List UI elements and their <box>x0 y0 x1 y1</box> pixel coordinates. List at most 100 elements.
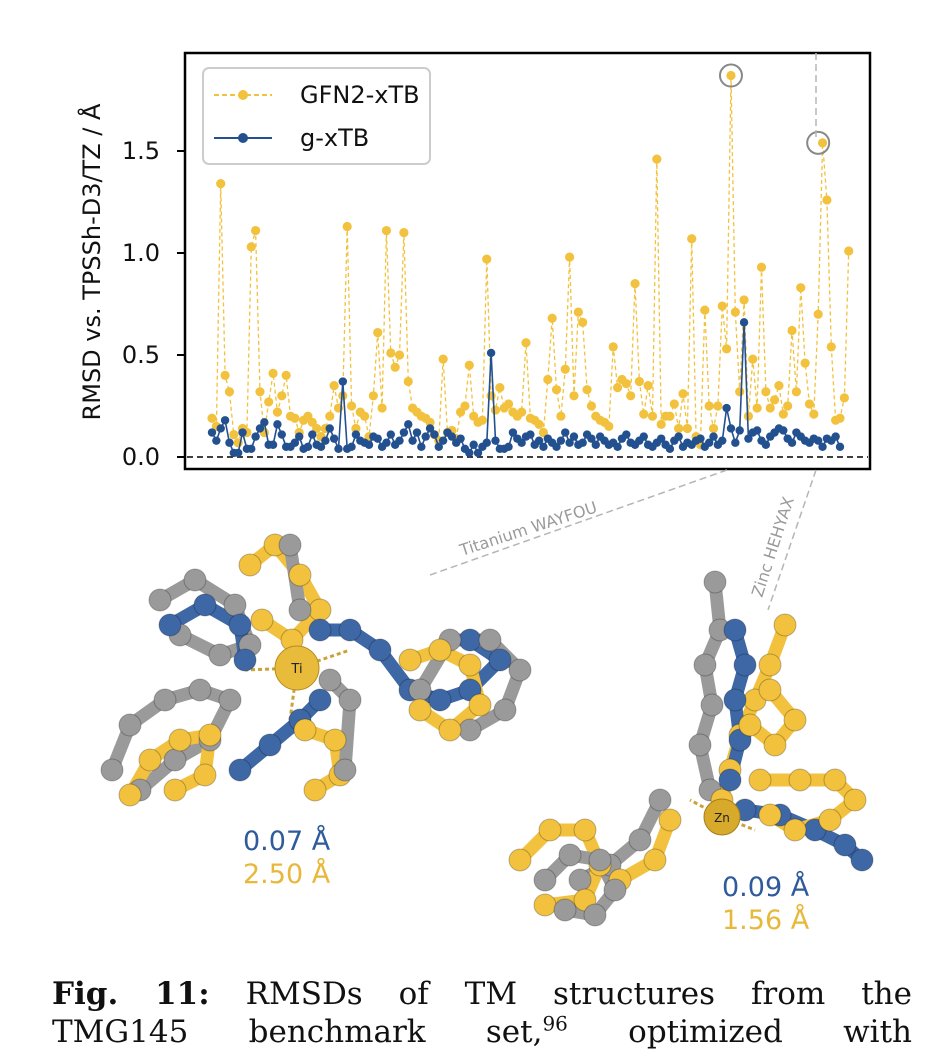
gfn2-xtb-point <box>565 252 575 262</box>
gfn2-xtb-point <box>844 246 854 256</box>
g-xtb-point <box>486 348 496 358</box>
atom <box>183 568 207 592</box>
gfn2-xtb-point <box>534 419 544 429</box>
gfn2-xtb-point <box>804 399 815 409</box>
gfn2-xtb-point <box>582 385 592 395</box>
gfn2-xtb-point <box>774 381 784 391</box>
g-xtb-point <box>233 448 243 458</box>
gfn2-xtb-point <box>517 407 527 417</box>
gfn2-xtb-point <box>460 401 470 411</box>
gfn2-xtb-point <box>495 383 505 393</box>
g-xtb-point <box>787 438 797 447</box>
g-xtb-point <box>469 440 478 449</box>
g-xtb-point <box>334 444 343 454</box>
atom <box>308 688 332 712</box>
gfn2-xtb-point <box>612 383 623 393</box>
g-xtb-point <box>709 432 718 441</box>
caption-word-set: set,96 <box>486 1014 568 1050</box>
ti-atom-label: Ti <box>290 662 302 677</box>
gfn2-xtb-point <box>674 423 684 434</box>
atom <box>153 688 177 712</box>
g-xtb-point <box>386 430 396 439</box>
zn-connector-lower <box>767 469 817 611</box>
zn-center-atom <box>703 798 741 836</box>
g-xtb-point <box>364 440 374 449</box>
gfn2-xtb-point <box>360 411 370 421</box>
g-xtb-point <box>290 438 300 447</box>
g-xtb-point <box>835 442 845 451</box>
atom <box>458 653 482 677</box>
gfn2-xtb-point <box>656 419 666 429</box>
atom <box>583 903 607 927</box>
atom <box>763 733 787 757</box>
bond <box>743 683 802 752</box>
series-layer <box>207 70 854 458</box>
bond <box>298 723 347 797</box>
g-xtb-point <box>207 428 217 437</box>
g-xtb-point <box>251 432 260 441</box>
atom <box>718 768 742 792</box>
g-xtb-point <box>722 403 731 413</box>
gfn2-xtb-point <box>342 221 352 232</box>
atom <box>688 733 712 757</box>
atom <box>148 588 172 612</box>
gfn2-xtb-point <box>373 327 383 338</box>
gfn2-xtb-point <box>643 381 653 391</box>
caption-line1-text: RMSDs of TM structures from the <box>245 976 912 1012</box>
gfn2-xtb-point <box>730 307 740 317</box>
atom <box>428 638 452 662</box>
plot-frame <box>183 51 872 471</box>
gfn2-xtb-point <box>826 342 836 352</box>
g-xtb-point <box>752 426 762 435</box>
gfn2-xtb-point <box>700 305 710 315</box>
atom <box>693 653 717 677</box>
atom <box>208 643 232 667</box>
gfn2-xtb-point <box>743 411 754 421</box>
ti-rmsd-gfn2: 2.50 Å <box>243 858 331 890</box>
atom <box>233 648 257 672</box>
g-xtb-point <box>321 436 330 445</box>
gfn2-xtb-point <box>325 411 335 421</box>
g-xtb-point <box>665 444 675 454</box>
g-xtb-point <box>818 442 827 451</box>
gfn2-xtb-point <box>482 254 492 264</box>
gfn2-xtb-point <box>560 364 570 374</box>
gfn2-xtb-point <box>739 295 749 305</box>
gfn2-xtb-point <box>669 399 679 409</box>
g-xtb-point <box>473 448 483 458</box>
atom <box>658 808 682 832</box>
atom <box>333 758 357 782</box>
y-tick-label: 0.5 <box>122 341 160 369</box>
g-xtb-point <box>325 424 334 433</box>
g-xtb-point <box>212 436 221 445</box>
coordination-bond <box>689 798 723 819</box>
g-xtb-point <box>382 438 391 447</box>
gfn2-xtb-point <box>634 376 644 387</box>
gfn2-xtb-point <box>281 370 291 380</box>
atom <box>700 693 724 717</box>
atom <box>250 608 274 632</box>
g-xtb-point <box>347 442 356 451</box>
gfn2-xtb-point <box>368 391 378 401</box>
gfn2-xtb-point <box>551 385 562 395</box>
g-xtb-point <box>534 436 544 445</box>
zn-atom-label: Zn <box>714 811 730 825</box>
gfn2-xtb-point <box>224 387 235 397</box>
atom <box>603 878 627 902</box>
g-xtb-point <box>425 424 435 433</box>
gfn2-xtb-point <box>678 389 688 399</box>
gfn2-xtb-point <box>621 378 631 389</box>
g-xtb-point <box>578 438 587 447</box>
zn-rmsd-gfn2: 1.56 Å <box>722 904 810 936</box>
gfn2-xtb-point <box>748 354 758 364</box>
g-xtb-point <box>373 434 382 443</box>
gfn2-xtb-point <box>346 401 357 411</box>
gfn2-xtb-point <box>329 381 339 391</box>
atom <box>573 818 597 842</box>
gfn2-xtb-point <box>569 391 579 401</box>
caption-reference[interactable]: 96 <box>542 1011 568 1036</box>
g-xtb-point <box>465 448 474 458</box>
atom <box>198 723 222 747</box>
gfn2-xtb-point <box>464 360 474 370</box>
gfn2-xtb-point <box>220 370 230 380</box>
